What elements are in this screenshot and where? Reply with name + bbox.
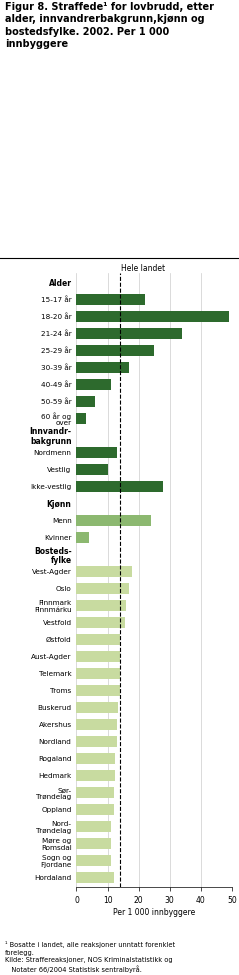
Bar: [76, 685, 120, 696]
Bar: [76, 873, 114, 883]
Bar: [76, 362, 129, 373]
Bar: [76, 311, 229, 322]
Bar: [76, 396, 95, 407]
Bar: [76, 736, 117, 747]
Bar: [76, 515, 151, 527]
Bar: [76, 855, 111, 867]
Bar: [76, 583, 129, 594]
Text: ¹ Bosatte i landet, alle reaksjoner unntatt forenklet
forelegg.
Kilde: Straffere: ¹ Bosatte i landet, alle reaksjoner unnt…: [5, 941, 175, 973]
Bar: [76, 617, 125, 628]
X-axis label: Per 1 000 innbyggere: Per 1 000 innbyggere: [113, 908, 195, 917]
Bar: [76, 293, 145, 305]
Bar: [76, 770, 115, 781]
Bar: [76, 702, 118, 714]
Bar: [76, 804, 114, 815]
Bar: [76, 328, 182, 339]
Bar: [76, 634, 120, 645]
Bar: [76, 379, 111, 390]
Bar: [76, 447, 117, 458]
Text: Hele landet: Hele landet: [121, 264, 165, 273]
Bar: [76, 754, 115, 764]
Bar: [76, 838, 111, 849]
Bar: [76, 566, 132, 577]
Bar: [76, 601, 126, 611]
Bar: [76, 532, 89, 543]
Bar: [76, 481, 163, 492]
Bar: [76, 413, 86, 424]
Bar: [76, 821, 111, 833]
Bar: [76, 720, 117, 730]
Bar: [76, 787, 114, 799]
Bar: [76, 668, 120, 680]
Bar: [76, 464, 108, 475]
Bar: [76, 345, 154, 356]
Text: Figur 8. Straffede¹ for lovbrudd, etter
alder, innvandrerbakgrunn,kjønn og
boste: Figur 8. Straffede¹ for lovbrudd, etter …: [5, 2, 214, 49]
Bar: [76, 651, 120, 662]
